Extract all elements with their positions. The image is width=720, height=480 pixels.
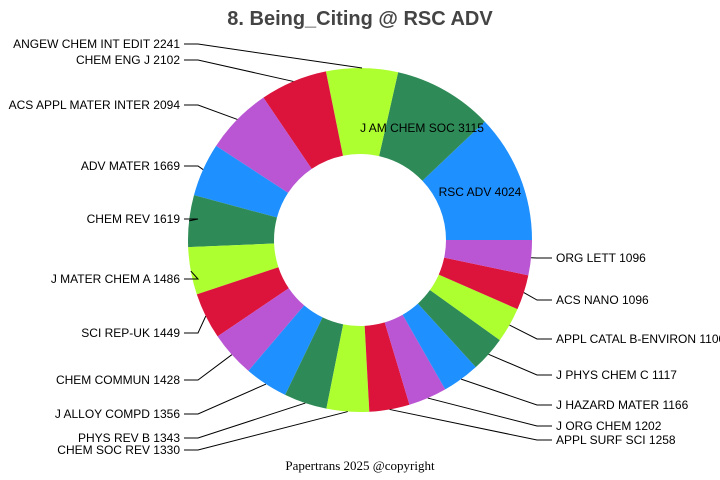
leader-line: [184, 354, 233, 381]
slice-label: PHYS REV B 1343: [78, 431, 180, 445]
slice-label: CHEM ENG J 2102: [76, 53, 180, 67]
slice-label: ACS NANO 1096: [556, 293, 649, 307]
slice-label: CHEM REV 1619: [87, 212, 181, 226]
leader-line: [184, 411, 348, 451]
slice-label: J HAZARD MATER 1166: [556, 398, 689, 412]
slice-acs-appl-mater-inter: [216, 97, 312, 193]
slice-label: J PHYS CHEM C 1117: [556, 368, 677, 382]
slice-rsc-adv: [422, 121, 532, 240]
slice-label: APPL SURF SCI 1258: [556, 433, 676, 447]
leader-line: [184, 165, 204, 170]
slice-chem-commun: [217, 288, 305, 371]
slice-j-alloy-compd: [248, 305, 323, 395]
slice-sci-rep-uk: [196, 267, 289, 337]
slices: [188, 68, 532, 412]
slice-label: CHEM SOC REV 1330: [57, 443, 180, 457]
slice-j-mater-chem-a: [188, 243, 279, 295]
slice-appl-surf-sci: [364, 322, 410, 412]
leader-line: [523, 292, 552, 301]
slice-acs-nano: [438, 257, 529, 310]
leader-line: [184, 402, 306, 439]
leader-line: [184, 43, 363, 69]
slice-label: ORG LETT 1096: [556, 251, 646, 265]
slice-chem-eng-j: [263, 71, 343, 169]
leader-line: [427, 397, 552, 427]
slice-j-org-chem: [384, 314, 446, 405]
slice-j-hazard-mater: [402, 303, 476, 390]
leader-line: [184, 270, 200, 280]
leader-line: [184, 383, 267, 415]
leader-line: [184, 218, 199, 222]
chart-title: 8. Being_Citing @ RSC ADV: [227, 8, 493, 30]
slice-angew-chem-int-edit: [325, 68, 399, 157]
slice-label: ACS APPL MATER INTER 2094: [9, 98, 181, 112]
slice-adv-mater: [193, 145, 289, 218]
leader-line: [460, 378, 552, 406]
slice-chem-rev: [188, 195, 277, 248]
slice-label: SCI REP-UK 1449: [81, 326, 180, 340]
slice-org-lett: [444, 240, 532, 276]
slice-label: J AM CHEM SOC 3115: [360, 121, 484, 135]
slice-label: ANGEW CHEM INT EDIT 2241: [13, 37, 180, 51]
slice-label: RSC ADV 4024: [439, 185, 522, 199]
slice-label: J ORG CHEM 1202: [556, 419, 662, 433]
slice-label: J MATER CHEM A 1486: [51, 272, 180, 286]
slice-chem-soc-rev: [326, 324, 370, 412]
slice-label: CHEM COMMUN 1428: [56, 373, 180, 387]
leader-line: [184, 59, 294, 82]
leader-line: [488, 353, 552, 376]
slice-label: ADV MATER 1669: [81, 159, 180, 173]
labels: RSC ADV 4024 J AM CHEM SOC 3115 ANGEW CHEM…: [9, 37, 720, 457]
leader-line: [509, 324, 552, 340]
slice-j-phys-chem-c: [417, 290, 500, 368]
slice-appl-catal-b-environ: [429, 274, 518, 341]
slice-j-am-chem-soc: [379, 72, 485, 181]
leader-line: [184, 315, 207, 334]
leader-line: [389, 408, 552, 441]
footer-copyright: Papertrans 2025 @copyright: [285, 458, 435, 473]
leader-line: [184, 104, 238, 120]
slice-phys-rev-b: [285, 317, 344, 409]
slice-label: J ALLOY COMPD 1356: [55, 407, 181, 421]
slice-label: APPL CATAL B-ENVIRON 1100: [556, 332, 720, 346]
